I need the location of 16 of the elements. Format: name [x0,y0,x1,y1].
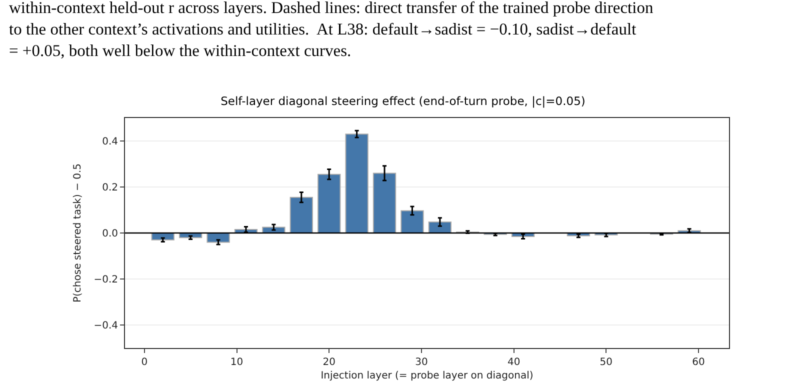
x-tick-label: 60 [692,357,705,368]
y-tick-label: 0.0 [102,228,118,240]
x-tick-label: 10 [230,357,244,368]
text: within-context held-out r across layers. Dashed lines: direct transfer of the trained probe direction to the other context’s activations and utilities. At L38: default→sadist = −0.10, sadist→default = +0.05, both well below the within-context curves. [9,0,654,60]
y-tick-label: −0.4 [94,320,118,332]
x-tick-label: 0 [141,357,148,368]
x-tick-label: 30 [415,357,428,368]
x-tick-label: 20 [322,357,336,368]
x-tick-label: 50 [600,357,613,368]
x-axis-title: Injection layer (= probe layer on diagonal) [320,370,534,382]
y-tick-label: −0.2 [94,274,118,286]
x-tick-label: 40 [507,357,520,368]
y-tick-label: 0.4 [102,136,118,148]
chart-title: Self-layer diagonal steering effect (end-of-turn probe, |c|=0.05) [220,94,586,108]
y-axis-title: P(chose steered task) − 0.5 [72,163,84,303]
y-tick-label: 0.2 [102,182,118,194]
